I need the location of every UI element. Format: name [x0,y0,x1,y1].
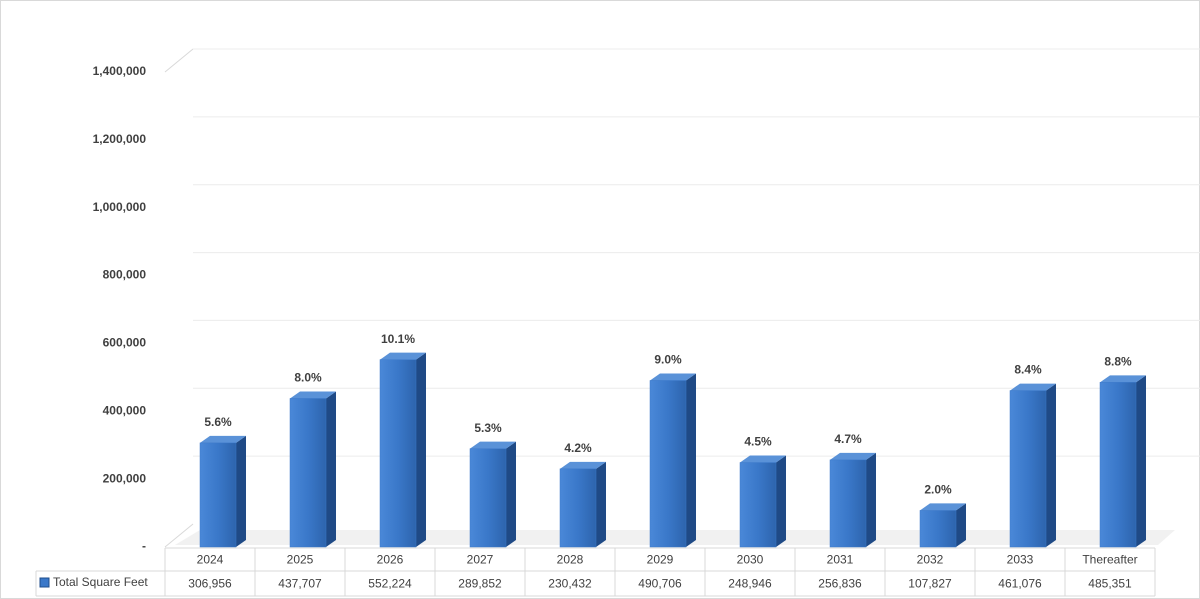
bar [379,352,426,548]
x-tick-label: 2033 [1007,553,1034,567]
bar-face [1010,383,1056,391]
bar-face [866,452,876,547]
bar-face [650,373,696,381]
data-label: 4.7% [834,432,862,446]
table-value: 289,852 [458,577,502,591]
x-tick-label: Thereafter [1082,553,1137,567]
table-value: 256,836 [818,577,862,591]
table-value: 552,224 [368,577,412,591]
bar-face [560,461,606,469]
table-value: 107,827 [908,577,952,591]
x-tick-label: 2027 [467,553,494,567]
table-value: 306,956 [188,577,232,591]
bar-face [740,455,786,463]
table-value: 490,706 [638,577,682,591]
bar-face [596,461,606,547]
legend-label: Total Square Feet [53,575,148,589]
bar-face [739,462,777,548]
bar [199,435,246,548]
bar-face [829,459,867,548]
data-label: 8.4% [1014,363,1042,377]
data-label: 5.3% [474,421,502,435]
bar-face [956,503,966,547]
bar [919,503,966,548]
y-tick-label: 600,000 [103,336,147,350]
y-tick-label: 1,000,000 [93,200,147,214]
data-label: 10.1% [381,332,415,346]
bar-face [379,359,417,548]
y-tick-label: 1,200,000 [93,132,147,146]
bar [559,461,606,548]
x-tick-label: 2024 [197,553,224,567]
wall-edge [164,48,194,73]
bar-face [686,373,696,547]
table-value: 461,076 [998,577,1042,591]
data-label: 5.6% [204,415,232,429]
data-label: 4.5% [744,435,772,449]
bar [1009,383,1056,548]
data-label: 4.2% [564,441,592,455]
y-tick-label: 1,400,000 [93,64,147,78]
table-value: 437,707 [278,577,322,591]
legend-swatch [39,577,50,588]
bar-face [200,435,246,443]
bar-face [380,352,426,360]
data-label: 2.0% [924,483,952,497]
bar-face [1100,375,1146,383]
bar-face [649,380,687,548]
y-tick-label: 200,000 [103,471,147,485]
y-tick-label: 400,000 [103,403,147,417]
bar [289,391,336,548]
bar-face [1046,383,1056,547]
x-tick-label: 2030 [737,553,764,567]
floor-edge [164,523,194,548]
bar-face [559,468,597,548]
bar-face [469,448,507,548]
table-value: 230,432 [548,577,592,591]
bar-face [236,435,246,547]
bar-face [326,391,336,547]
x-tick-label: 2025 [287,553,314,567]
bar-face [919,510,957,548]
bar [469,441,516,548]
bar-face [506,441,516,547]
table-value: 248,946 [728,577,772,591]
bar-face [776,455,786,547]
bar-face [830,452,876,460]
bar-face [470,441,516,449]
bar [829,452,876,548]
bar-face [289,398,327,548]
data-label: 8.8% [1104,354,1132,368]
bar-face [1009,390,1047,548]
table-value: 485,351 [1088,577,1132,591]
x-tick-label: 2028 [557,553,584,567]
bar-face [290,391,336,399]
x-tick-label: 2031 [827,553,854,567]
bar [739,455,786,548]
bar-face [416,352,426,547]
bar [649,373,696,548]
y-tick-label: 800,000 [103,268,147,282]
y-tick-label: - [142,539,146,553]
bar-face [1136,375,1146,547]
bar-face [1099,382,1137,548]
x-tick-label: 2029 [647,553,674,567]
bar-face [920,503,966,511]
data-label: 8.0% [294,371,322,385]
data-label: 9.0% [654,353,682,367]
x-tick-label: 2026 [377,553,404,567]
bar [1099,375,1146,548]
bar-face [199,442,237,548]
x-tick-label: 2032 [917,553,944,567]
